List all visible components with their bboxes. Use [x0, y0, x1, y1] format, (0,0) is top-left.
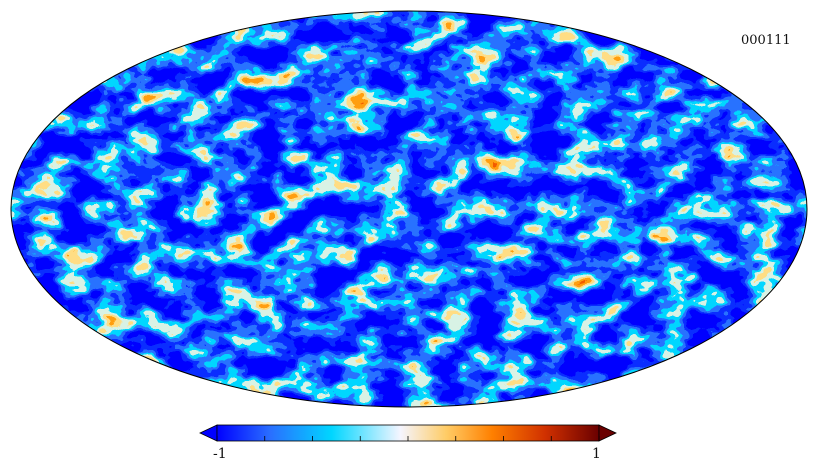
colorbar-ticks [216, 436, 600, 441]
colorbar-extend-max-arrow [598, 424, 617, 442]
colorbar-extend-min-arrow [199, 424, 218, 442]
colorbar [199, 424, 617, 442]
map-id-label: 000111 [741, 33, 791, 48]
mollweide-map [11, 11, 807, 407]
colorbar-min-label: -1 [213, 446, 227, 462]
map-outline [10, 10, 808, 408]
colorbar-max-label: 1 [592, 446, 601, 462]
